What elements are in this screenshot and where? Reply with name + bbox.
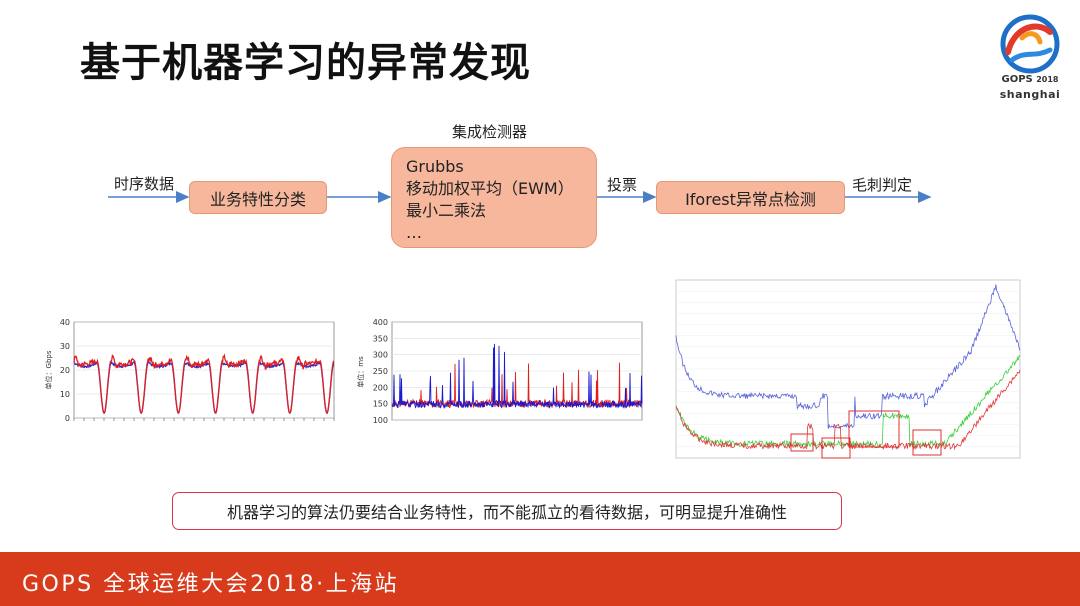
logo-swirl-icon — [1000, 14, 1060, 74]
series-line — [675, 369, 1021, 451]
output-label: 毛刺判定 — [852, 176, 913, 194]
footer-bar: GOPS 全球运维大会2018·上海站 — [0, 552, 1080, 606]
vote-label: 投票 — [607, 176, 638, 194]
y-axis-label: 单位：Gbps — [44, 350, 53, 389]
anomaly-chart — [675, 279, 1021, 459]
series-line — [675, 284, 1021, 430]
flow-arrows — [108, 191, 932, 203]
y-tick-label: 300 — [373, 351, 388, 360]
y-tick-label: 10 — [60, 390, 70, 399]
y-tick-label: 0 — [65, 414, 70, 423]
series-line — [73, 353, 335, 414]
anomaly-highlight-box — [790, 433, 814, 452]
y-tick-label: 200 — [373, 383, 388, 392]
detector-line: 最小二乘法 — [406, 201, 487, 220]
detector-line: … — [406, 223, 422, 242]
y-tick-label: 150 — [373, 400, 388, 409]
anomaly-highlight-box — [912, 429, 942, 456]
series-line — [675, 354, 1021, 449]
conclusion-note: 机器学习的算法仍要结合业务特性，而不能孤立的看待数据，可明显提升准确性 — [172, 492, 842, 530]
y-tick-label: 30 — [60, 342, 70, 351]
y-tick-label: 400 — [373, 318, 388, 327]
latency-chart: 400 350 300 250 200 150 100 单位：ms — [356, 318, 643, 425]
input-label: 时序数据 — [114, 175, 175, 193]
logo-city: shanghai — [999, 88, 1061, 101]
y-tick-label: 40 — [60, 318, 70, 327]
y-tick-label: 250 — [373, 367, 388, 376]
traffic-chart: 40 30 20 10 0 单位：Gbps — [44, 318, 335, 423]
anomaly-highlight-box — [821, 437, 851, 459]
y-axis-label: 单位：ms — [356, 356, 365, 388]
business-classify-box: 业务特性分类 — [189, 181, 327, 214]
logo-brand: GOPS 2018 — [1001, 74, 1059, 85]
detector-line: 移动加权平均（EWM） — [406, 179, 574, 198]
y-tick-label: 100 — [373, 416, 388, 425]
y-tick-label: 350 — [373, 334, 388, 343]
series-line — [391, 343, 643, 410]
y-tick-label: 20 — [60, 366, 70, 375]
anomaly-highlight-box — [848, 410, 900, 448]
iforest-box: Iforest异常点检测 — [656, 181, 845, 214]
detector-caption: 集成检测器 — [452, 123, 528, 141]
detector-line: Grubbs — [406, 157, 464, 176]
ensemble-detector-box: Grubbs 移动加权平均（EWM） 最小二乘法 … — [391, 147, 597, 248]
footer-text: GOPS 全球运维大会2018·上海站 — [22, 572, 400, 597]
slide-title: 基于机器学习的异常发现 — [80, 40, 531, 86]
gops-logo: GOPS 2018 shanghai — [992, 10, 1068, 110]
